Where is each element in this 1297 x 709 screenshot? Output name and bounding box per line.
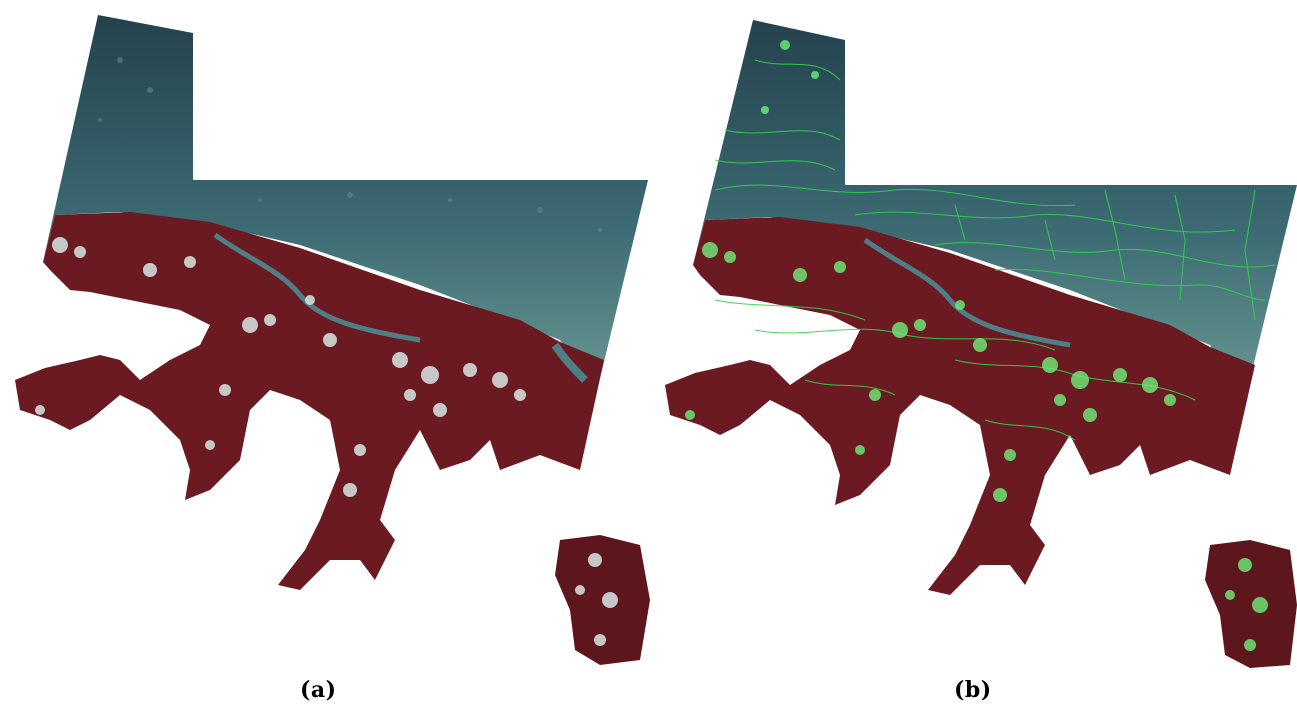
water-area: [43, 15, 648, 395]
estuary: [551, 342, 588, 383]
satellite-scene-b: [665, 20, 1297, 668]
caption-b: (b): [954, 677, 992, 703]
satellite-scene-a: [15, 15, 650, 665]
water-area: [693, 20, 1297, 400]
vegetation-area: [15, 212, 604, 590]
clouds: [35, 237, 618, 646]
river-channel: [863, 237, 1071, 348]
caption-a: (a): [300, 677, 337, 703]
water-speckles: [98, 57, 602, 232]
island: [1205, 540, 1297, 668]
segment-boundaries: [714, 59, 1276, 441]
river-channel: [213, 232, 421, 343]
vegetation-area: [665, 217, 1255, 595]
cloud-segments: [685, 40, 1268, 651]
panel-a-satellite-image: [0, 0, 660, 670]
panel-b-segmented-image: [655, 0, 1297, 670]
